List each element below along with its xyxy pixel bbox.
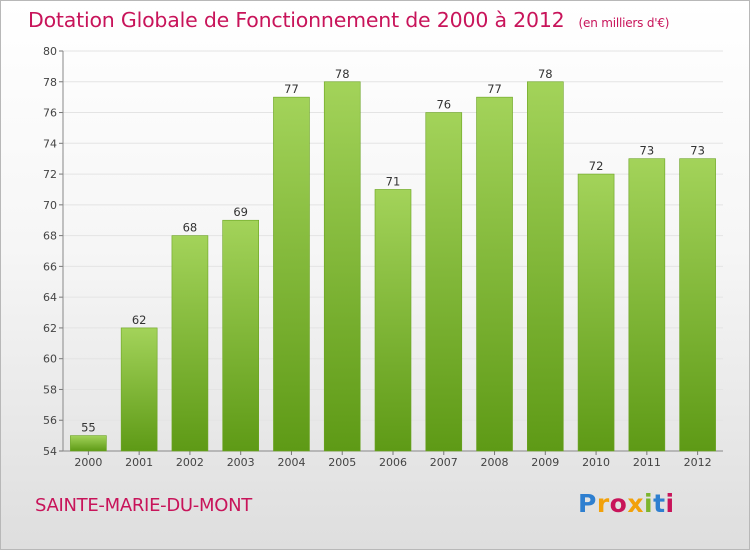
x-tick-label: 2011: [633, 456, 661, 469]
y-tick-label: 56: [43, 414, 57, 427]
x-tick-label: 2008: [481, 456, 509, 469]
unit-note: (en milliers d'€): [578, 16, 670, 30]
logo-letter: r: [596, 489, 610, 518]
x-tick-label: 2005: [328, 456, 356, 469]
y-tick-label: 68: [43, 230, 57, 243]
chart-title-text: Dotation Globale de Fonctionnement de 20…: [28, 8, 565, 32]
data-label: 69: [233, 205, 248, 219]
data-label: 76: [436, 98, 451, 112]
x-tick-label: 2001: [125, 456, 153, 469]
bar: [679, 158, 716, 452]
logo-letter: t: [653, 489, 666, 518]
x-tick-label: 2004: [277, 456, 305, 469]
bar: [577, 173, 615, 452]
bar: [171, 235, 209, 452]
axes: 54 56 58 60 62 64 66 68 70 72 74 76 78 80 2000 2001 2002…: [43, 45, 723, 469]
y-tick-label: 74: [43, 137, 57, 150]
bar: [273, 96, 310, 452]
x-tick-label: 2002: [176, 456, 204, 469]
bar: [120, 327, 158, 452]
bar: [425, 112, 463, 452]
bar: [628, 158, 666, 452]
data-label: 72: [589, 159, 604, 173]
x-tick-label: 2006: [379, 456, 407, 469]
y-tick-label: 58: [43, 383, 57, 396]
logo-letter: i: [665, 489, 675, 518]
data-label: 78: [335, 67, 350, 81]
y-tick-label: 76: [43, 107, 57, 120]
place-name: SAINTE-MARIE-DU-MONT: [35, 495, 252, 516]
y-tick-label: 60: [43, 353, 57, 366]
y-tick-label: 70: [43, 199, 57, 212]
data-label: 68: [183, 221, 198, 235]
bar: [476, 96, 513, 452]
bars: [70, 81, 716, 452]
data-label: 73: [640, 144, 655, 158]
data-labels: 55 62 68 69 77 78 71 76 77 78 72 73 73: [81, 67, 705, 435]
data-label: 77: [487, 82, 502, 96]
bar: [323, 81, 361, 452]
data-label: 55: [81, 421, 96, 435]
data-label: 73: [690, 144, 705, 158]
data-label: 78: [538, 67, 553, 81]
y-tick-label: 64: [43, 291, 57, 304]
x-tick-label: 2000: [74, 456, 102, 469]
data-label: 77: [284, 82, 299, 96]
y-tick-label: 72: [43, 168, 57, 181]
x-tick-label: 2009: [531, 456, 559, 469]
bar: [70, 435, 107, 452]
bar: [222, 219, 259, 452]
data-label: 71: [386, 174, 401, 188]
y-tick-label: 66: [43, 260, 57, 273]
bar: [374, 189, 412, 452]
data-label: 62: [132, 313, 147, 327]
logo-letter: x: [627, 489, 644, 518]
logo-letter: o: [609, 489, 628, 518]
chart-title: Dotation Globale de Fonctionnement de 20…: [28, 8, 669, 32]
bar: [527, 81, 564, 452]
y-tick-label: 54: [43, 445, 57, 458]
y-tick-label: 80: [43, 45, 57, 58]
x-tick-label: 2012: [684, 456, 712, 469]
x-tick-label: 2003: [227, 456, 255, 469]
x-tick-label: 2010: [582, 456, 610, 469]
y-tick-label: 78: [43, 76, 57, 89]
logo-letter: i: [644, 489, 654, 518]
proxiti-logo: Proxiti: [578, 489, 675, 518]
y-tick-label: 62: [43, 322, 57, 335]
logo-letter: P: [578, 489, 597, 518]
x-tick-label: 2007: [430, 456, 458, 469]
